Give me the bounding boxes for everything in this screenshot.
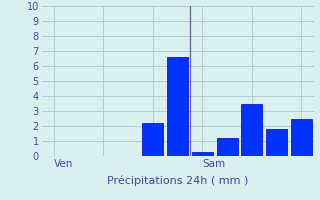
Bar [217,138,237,156]
Bar [291,118,312,156]
Bar [192,152,213,156]
Bar [241,104,262,156]
Text: Sam: Sam [202,159,226,169]
Bar [167,57,188,156]
Text: Ven: Ven [54,159,73,169]
X-axis label: Précipitations 24h ( mm ): Précipitations 24h ( mm ) [107,175,248,186]
Bar [142,123,164,156]
Bar [266,129,287,156]
